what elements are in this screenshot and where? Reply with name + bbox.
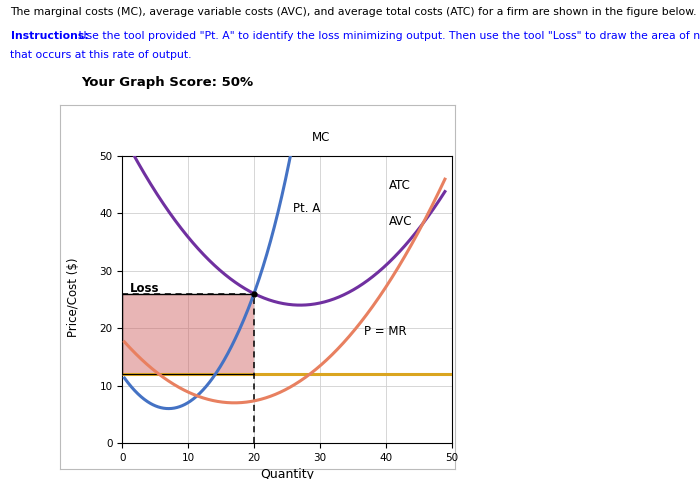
Text: AVC: AVC <box>389 215 412 228</box>
X-axis label: Quantity: Quantity <box>260 468 314 479</box>
Text: Your Graph Score: 50%: Your Graph Score: 50% <box>81 76 253 89</box>
Text: Price/Cost ($): Price/Cost ($) <box>67 257 80 337</box>
Text: Pt. A: Pt. A <box>293 202 320 215</box>
Text: ATC: ATC <box>389 179 410 192</box>
Text: Instructions:: Instructions: <box>10 31 88 41</box>
Text: Loss: Loss <box>130 282 159 295</box>
Text: P = MR: P = MR <box>364 325 407 338</box>
Text: MC: MC <box>312 131 330 144</box>
Text: that occurs at this rate of output.: that occurs at this rate of output. <box>10 50 192 60</box>
Text: The marginal costs (MC), average variable costs (AVC), and average total costs (: The marginal costs (MC), average variabl… <box>10 7 697 17</box>
Text: Use the tool provided "Pt. A" to identify the loss minimizing output. Then use t: Use the tool provided "Pt. A" to identif… <box>75 31 700 41</box>
Bar <box>122 294 254 374</box>
